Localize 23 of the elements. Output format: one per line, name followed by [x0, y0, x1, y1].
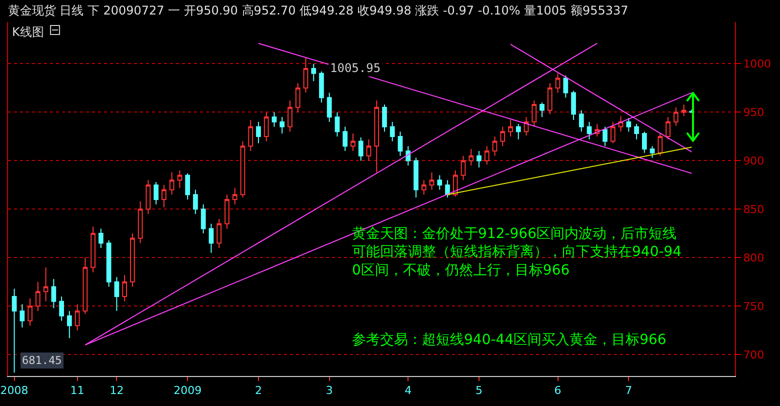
- y-tick-label: 950: [743, 106, 764, 120]
- x-tick-label: 3: [326, 384, 333, 398]
- x-tick-label: 2008: [0, 384, 28, 398]
- chart-title: 黄金现货 日线 下 20090727 一 开950.90 高952.70 低949.28 收949.98 涨跌 -0.97 -0.10% 量1005 额955337: [8, 3, 628, 18]
- x-tick-label: 2: [254, 384, 262, 398]
- y-tick-label: 1000: [743, 58, 772, 71]
- y-tick-label: 750: [743, 300, 764, 314]
- x-tick-label: 5: [476, 384, 483, 398]
- annotation: 1005.95: [330, 61, 381, 75]
- chart-subtitle: K线图: [12, 25, 44, 39]
- annotation: 参考交易：超短线940-44区间买入黄金，目标966: [352, 332, 666, 348]
- x-tick-label: 7: [625, 384, 632, 398]
- y-tick-label: 800: [743, 252, 764, 265]
- x-tick-label: 6: [554, 384, 562, 398]
- y-tick-label: 700: [743, 348, 764, 362]
- annotation: 黄金天图：金价处于912-966区间内波动，后市短线可能回落调整（短线指标背离），向下支持在940-940区间，不破，仍然上行，目标966: [352, 226, 682, 278]
- y-tick-label: 850: [743, 203, 764, 216]
- annotation: 681.45: [22, 354, 62, 367]
- x-tick-label: 4: [404, 384, 412, 398]
- x-tick-label: 2009: [174, 384, 202, 398]
- y-tick-label: 900: [743, 154, 764, 168]
- x-tick-label: 12: [110, 384, 124, 398]
- x-tick-label: 11: [70, 384, 84, 398]
